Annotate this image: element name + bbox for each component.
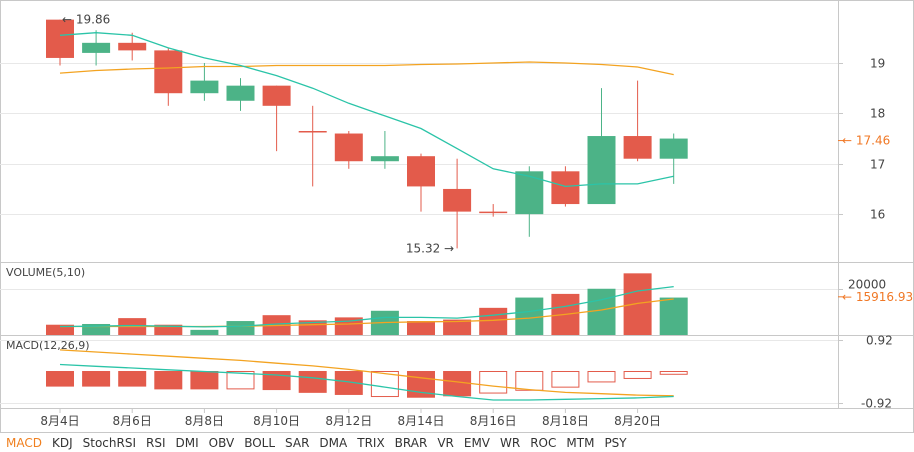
macd-histogram-bar bbox=[298, 371, 327, 393]
volume-bar bbox=[515, 297, 544, 335]
macd-histogram-bar bbox=[479, 371, 508, 394]
volume-bar bbox=[623, 273, 652, 335]
tab-boll[interactable]: BOLL bbox=[244, 435, 276, 450]
x-axis-label: 8月20日 bbox=[614, 414, 661, 428]
candle-body bbox=[298, 131, 327, 133]
x-axis-label: 8月4日 bbox=[40, 414, 79, 428]
tab-roc[interactable]: ROC bbox=[530, 435, 557, 450]
volume-bar bbox=[154, 324, 183, 335]
price-tick-label: 19 bbox=[870, 57, 885, 71]
price-ma-fast-line bbox=[59, 32, 674, 188]
tab-trix[interactable]: TRIX bbox=[357, 435, 385, 450]
macd-histogram-bar bbox=[154, 371, 183, 390]
price-tick-label: 18 bbox=[870, 107, 885, 121]
candlestick-chart[interactable]: 16 17 18 19 ← 19.86 15.32 → ← 17.46 20000 VOLUME… bbox=[0, 0, 914, 433]
volume-bar bbox=[443, 319, 472, 335]
candle-body bbox=[226, 85, 255, 101]
macd-histogram-bar bbox=[659, 371, 688, 375]
volume-bar bbox=[82, 323, 111, 335]
candle-body bbox=[407, 156, 435, 187]
x-axis-label: 8月10日 bbox=[253, 414, 300, 428]
macd-tick-label: -0.92 bbox=[861, 397, 892, 411]
x-axis-label: 8月18日 bbox=[542, 414, 589, 428]
candle-body bbox=[515, 171, 544, 215]
tab-obv[interactable]: OBV bbox=[208, 435, 235, 450]
macd-dif-line bbox=[59, 363, 674, 401]
candle-body bbox=[659, 138, 688, 159]
max-price-annotation: ← 19.86 bbox=[62, 13, 110, 27]
x-axis-label: 8月6日 bbox=[113, 414, 152, 428]
macd-histogram-bar bbox=[515, 371, 544, 391]
macd-dea-line bbox=[59, 349, 674, 397]
candle-body bbox=[443, 188, 472, 212]
x-axis-label: 8月16日 bbox=[470, 414, 517, 428]
candle-body bbox=[82, 42, 111, 53]
macd-histogram-bar bbox=[443, 371, 472, 397]
macd-histogram-bar bbox=[587, 371, 616, 383]
tab-brar[interactable]: BRAR bbox=[394, 435, 428, 450]
macd-title: MACD(12,26,9) bbox=[6, 339, 90, 352]
x-axis-label: 8月8日 bbox=[185, 414, 224, 428]
price-ma-slow-line bbox=[59, 61, 674, 76]
macd-histogram-bar bbox=[82, 371, 111, 387]
volume-title: VOLUME(5,10) bbox=[6, 266, 85, 279]
macd-histogram-bar bbox=[334, 371, 363, 395]
indicator-tab-bar: MACD KDJ StochRSI RSI DMI OBV BOLL SAR DMA TRIX BR… bbox=[0, 433, 914, 452]
macd-histogram-bar bbox=[370, 371, 399, 398]
macd-histogram-bar bbox=[46, 371, 74, 387]
candle-body bbox=[370, 156, 399, 162]
macd-histogram-bar bbox=[623, 371, 652, 379]
candle-body bbox=[479, 211, 508, 214]
macd-histogram-bar bbox=[551, 371, 580, 388]
tab-wr[interactable]: WR bbox=[500, 435, 521, 450]
x-axis-label: 8月12日 bbox=[325, 414, 372, 428]
min-price-annotation: 15.32 → bbox=[406, 241, 454, 255]
candle-body bbox=[334, 133, 363, 162]
volume-bar bbox=[587, 288, 616, 335]
volume-ma-fast-line bbox=[59, 285, 674, 328]
candle-body bbox=[118, 42, 147, 51]
price-tick-label: 16 bbox=[870, 208, 885, 222]
tab-dmi[interactable]: DMI bbox=[175, 435, 199, 450]
tab-kdj[interactable]: KDJ bbox=[51, 435, 73, 450]
candle-body bbox=[190, 80, 219, 94]
macd-tick-label: 0.92 bbox=[866, 334, 893, 348]
candle-body bbox=[623, 136, 652, 159]
candle-body bbox=[262, 85, 291, 106]
candle-body bbox=[154, 50, 183, 94]
current-price-label: ← 17.46 bbox=[842, 134, 890, 148]
tab-psy[interactable]: PSY bbox=[604, 435, 627, 450]
tab-stochrsi[interactable]: StochRSI bbox=[82, 435, 137, 450]
tab-sar[interactable]: SAR bbox=[285, 435, 310, 450]
tab-dma[interactable]: DMA bbox=[319, 435, 348, 450]
volume-bar bbox=[407, 321, 435, 335]
volume-bar bbox=[46, 324, 74, 335]
volume-bar bbox=[479, 307, 508, 335]
volume-bar bbox=[659, 297, 688, 335]
tab-mtm[interactable]: MTM bbox=[566, 435, 595, 450]
macd-histogram-bar bbox=[190, 371, 219, 390]
volume-bar bbox=[190, 329, 219, 335]
candle-body bbox=[551, 171, 580, 205]
tab-emv[interactable]: EMV bbox=[463, 435, 491, 450]
candle-body bbox=[587, 136, 616, 205]
volume-current-label: ← 15916.93 bbox=[842, 290, 913, 304]
price-tick-label: 17 bbox=[870, 158, 885, 172]
macd-histogram-bar bbox=[226, 371, 255, 390]
tab-vr[interactable]: VR bbox=[437, 435, 454, 450]
macd-histogram-bar bbox=[118, 371, 147, 387]
volume-tick-label: 20000 bbox=[848, 278, 886, 292]
tab-macd[interactable]: MACD bbox=[6, 435, 42, 450]
volume-bar bbox=[226, 321, 255, 335]
tab-rsi[interactable]: RSI bbox=[146, 435, 166, 450]
candle-body bbox=[46, 19, 74, 58]
x-axis-label: 8月14日 bbox=[398, 414, 445, 428]
